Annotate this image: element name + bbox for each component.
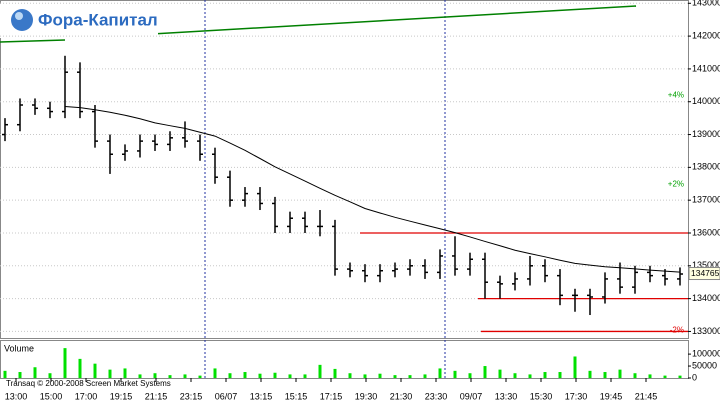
- volume-bar: [498, 369, 502, 378]
- volume-bar: [153, 373, 157, 378]
- x-tick-label: 19:45: [600, 391, 623, 401]
- volume-bar: [483, 366, 487, 378]
- last-price-box: [688, 267, 720, 281]
- x-tick-label: 21:30: [390, 391, 413, 401]
- volume-bar: [663, 375, 667, 378]
- volume-bar: [108, 369, 112, 378]
- volume-bar: [33, 367, 37, 378]
- volume-bar: [588, 370, 592, 378]
- y-tick-label: 100000: [692, 348, 720, 358]
- volume-bar: [48, 373, 52, 378]
- y-tick-label: 137000: [692, 195, 720, 205]
- moving-average: [64, 105, 681, 273]
- x-tick-label: 23:15: [180, 391, 203, 401]
- logo-text: Фора-Капитал: [38, 10, 158, 29]
- x-tick-label: 09/07: [460, 391, 483, 401]
- y-tick-label: 140000: [692, 96, 720, 106]
- x-tick-label: 17:30: [565, 391, 588, 401]
- volume-bar: [198, 375, 202, 378]
- volume-bar: [318, 364, 322, 378]
- volume-bar: [213, 368, 217, 378]
- x-tick-label: 13:15: [250, 391, 273, 401]
- volume-bar: [438, 368, 442, 378]
- volume-bar: [168, 375, 172, 378]
- volume-bar: [183, 374, 187, 378]
- volume-bar: [93, 363, 97, 378]
- x-tick-label: 23:30: [425, 391, 448, 401]
- x-tick-label: 19:30: [355, 391, 378, 401]
- volume-bar: [618, 369, 622, 378]
- volume-bar: [558, 372, 562, 378]
- volume-bar: [348, 373, 352, 378]
- volume-bar: [78, 358, 82, 378]
- trend-line: [151, 5, 637, 35]
- volume-bar: [288, 374, 292, 378]
- y-tick-label: 142000: [692, 30, 720, 40]
- volume-bar: [678, 375, 682, 378]
- volume-bar: [423, 374, 427, 378]
- y-tick-label: 0: [692, 372, 697, 382]
- volume-bar: [303, 374, 307, 378]
- volume-bar: [528, 374, 532, 378]
- volume-bar: [3, 370, 7, 378]
- volume-bar: [513, 373, 517, 378]
- volume-bar: [258, 373, 262, 378]
- level-label: +2%: [668, 180, 684, 189]
- volume-bar: [228, 373, 232, 378]
- last-price-label: 134765: [691, 268, 720, 278]
- x-tick-label: 21:15: [145, 391, 168, 401]
- volume-bar: [633, 373, 637, 378]
- y-tick-label: 134000: [692, 293, 720, 303]
- volume-bar: [243, 372, 247, 378]
- volume-bar: [408, 375, 412, 378]
- volume-bar: [333, 368, 337, 378]
- logo: Фора-Капитал: [0, 4, 158, 38]
- x-tick-label: 21:45: [635, 391, 658, 401]
- y-tick-label: 50000: [692, 360, 717, 370]
- volume-label: Volume: [4, 343, 34, 353]
- volume-bar: [378, 373, 382, 378]
- x-tick-label: 15:30: [530, 391, 553, 401]
- x-tick-label: 17:15: [320, 391, 343, 401]
- volume-bar: [648, 374, 652, 378]
- volume-bar: [273, 372, 277, 378]
- volume-bar: [363, 374, 367, 378]
- x-tick-label: 13:00: [5, 391, 28, 401]
- x-tick-label: 13:30: [495, 391, 518, 401]
- x-tick-label: 19:15: [110, 391, 133, 401]
- y-tick-label: 143000: [692, 0, 720, 8]
- level-label: -2%: [670, 326, 684, 335]
- y-tick-label: 138000: [692, 162, 720, 172]
- y-tick-label: 141000: [692, 63, 720, 73]
- volume-bar: [603, 372, 607, 378]
- x-tick-label: 17:00: [75, 391, 98, 401]
- x-tick-label: 15:00: [40, 391, 63, 401]
- y-tick-label: 133000: [692, 326, 720, 336]
- y-tick-label: 139000: [692, 129, 720, 139]
- volume-bar: [393, 375, 397, 378]
- volume-bar: [63, 348, 67, 378]
- copyright: Transaq © 2000-2008 Screen Market System…: [6, 379, 171, 388]
- x-tick-label: 06/07: [215, 391, 238, 401]
- volume-bar: [543, 372, 547, 378]
- volume-bar: [123, 368, 127, 378]
- level-label: +4%: [668, 91, 684, 100]
- volume-bar: [573, 356, 577, 378]
- volume-bar: [453, 370, 457, 378]
- trend-line: [0, 39, 66, 43]
- volume-bar: [468, 373, 472, 378]
- y-tick-label: 136000: [692, 227, 720, 237]
- y-tick-label: 135000: [692, 260, 720, 270]
- x-tick-label: 15:15: [285, 391, 308, 401]
- volume-bar: [138, 374, 142, 378]
- price-panel: [0, 0, 689, 339]
- volume-bar: [18, 372, 22, 378]
- volume-panel: [0, 340, 689, 379]
